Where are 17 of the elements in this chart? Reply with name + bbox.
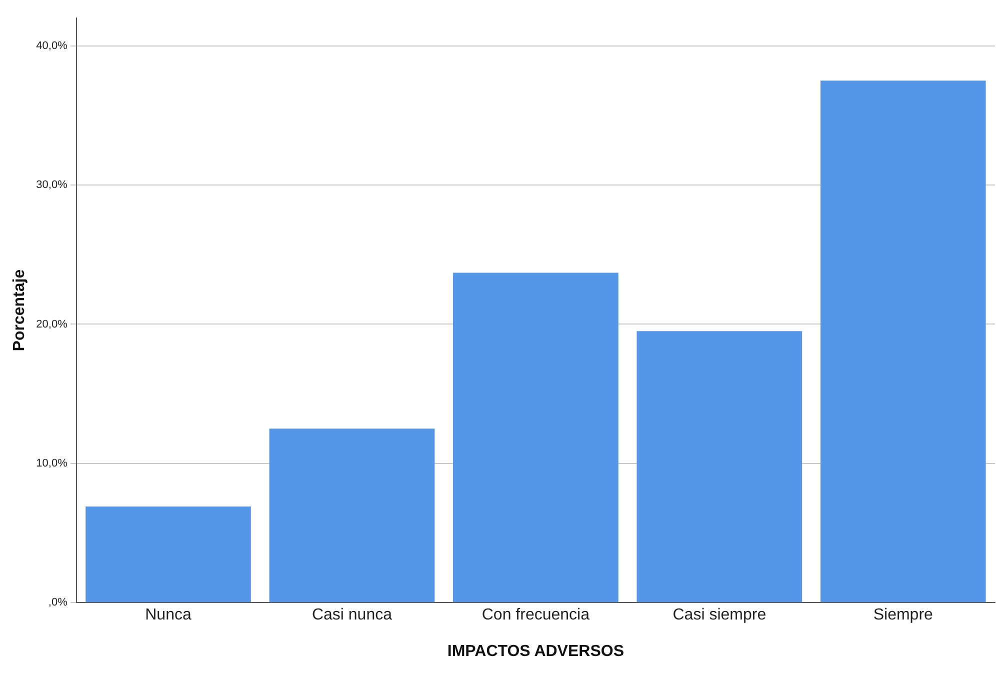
bar bbox=[453, 272, 618, 602]
x-axis-title: IMPACTOS ADVERSOS bbox=[447, 642, 624, 660]
bar bbox=[86, 506, 251, 602]
bar bbox=[636, 331, 802, 602]
x-tick-label: Nunca bbox=[145, 606, 192, 624]
x-tick-label: Siempre bbox=[873, 606, 934, 624]
x-tick-label: Casi nunca bbox=[312, 606, 392, 624]
y-tick-label: 20,0% bbox=[36, 318, 68, 330]
bar bbox=[820, 80, 986, 602]
x-tick-label: Con frecuencia bbox=[482, 606, 590, 624]
y-tick-label: ,0% bbox=[48, 596, 68, 609]
y-tick-label: 40,0% bbox=[36, 40, 68, 52]
x-tick-label: Casi siempre bbox=[672, 606, 766, 624]
y-axis-title: Porcentaje bbox=[11, 269, 28, 352]
bar bbox=[269, 428, 435, 602]
y-tick-label: 10,0% bbox=[36, 457, 68, 470]
y-tick-label: 30,0% bbox=[36, 179, 68, 192]
